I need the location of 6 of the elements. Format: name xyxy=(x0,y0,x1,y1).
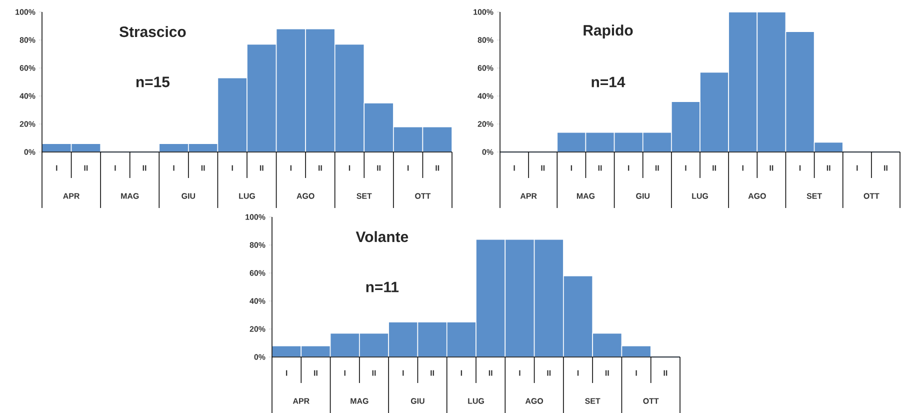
text: Strascico xyxy=(120,26,186,38)
text: Rapido xyxy=(584,24,633,39)
text: Volante xyxy=(356,231,408,242)
text: n=11 xyxy=(366,282,399,292)
text: n=14 xyxy=(592,76,626,88)
text: n=15 xyxy=(136,76,170,88)
